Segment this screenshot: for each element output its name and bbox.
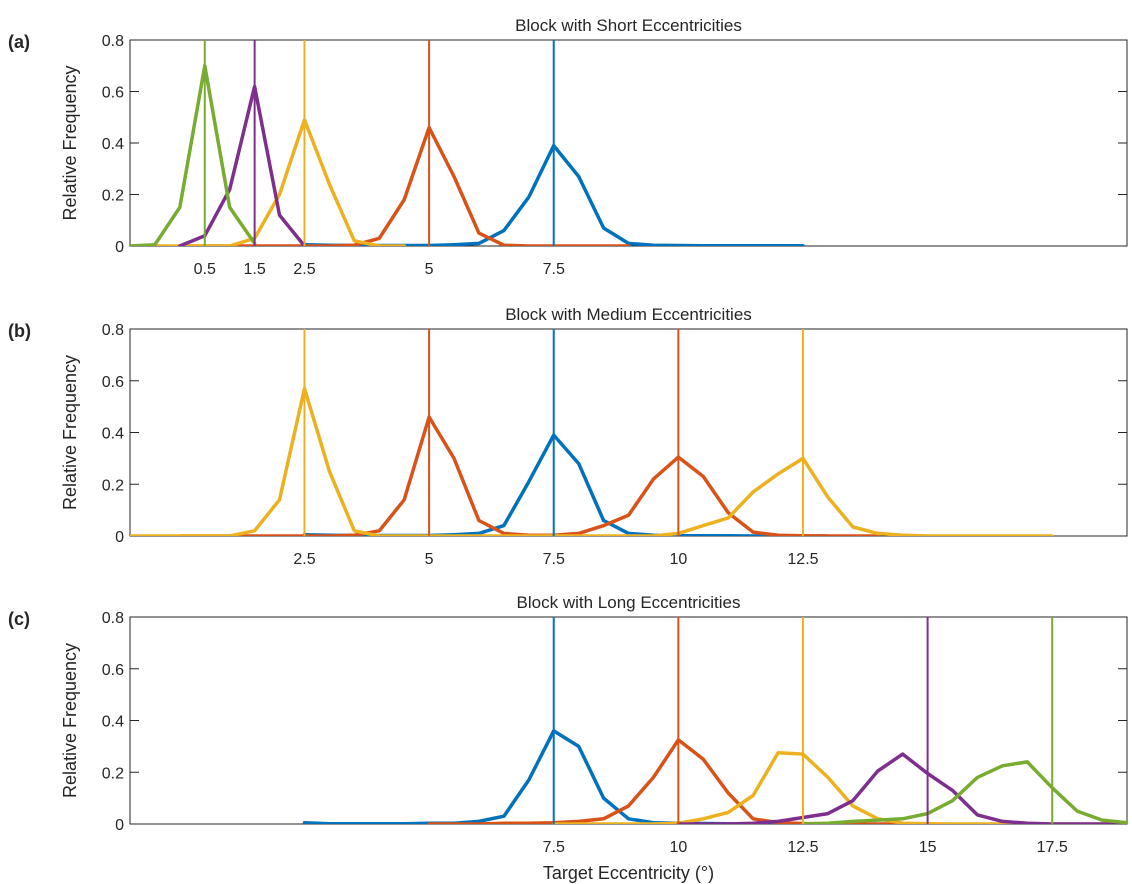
y-tick-label: 0.4 [102,136,124,153]
chart-title: Block with Long Eccentricities [517,593,741,612]
x-tick-label: 7.5 [543,261,565,278]
y-axis-label: Relative Frequency [60,355,80,510]
series-line [130,118,406,246]
x-tick-label: 7.5 [543,839,565,856]
series-line [676,752,1127,824]
x-tick-label: 10 [669,839,687,856]
series-group [130,40,805,246]
y-tick-label: 0.2 [102,765,124,782]
chart-title: Block with Short Eccentricities [515,16,742,35]
series-line [178,125,631,246]
x-tick-label: 5 [425,551,434,568]
y-tick-label: 0.8 [102,33,124,50]
y-tick-label: 0.8 [102,610,124,627]
y-tick-label: 0.4 [102,426,124,443]
x-tick-label: 10 [669,551,687,568]
y-tick-label: 0 [115,239,124,256]
y-axis-label: Relative Frequency [60,643,80,798]
series-line [178,84,307,246]
y-tick-label: 0 [115,817,124,834]
y-tick-label: 0.2 [102,477,124,494]
y-tick-label: 0.4 [102,714,124,731]
y-tick-label: 0.8 [102,322,124,339]
x-tick-label: 17.5 [1037,839,1068,856]
series-line [551,751,1127,824]
x-tick-label: 5 [425,261,434,278]
panel-2: Block with Medium Eccentricities (b) Relat… [8,305,1128,568]
x-tick-label: 1.5 [244,261,266,278]
y-tick-label: 0.2 [102,188,124,205]
y-tick-label: 0.6 [102,85,124,102]
axes-frame [129,328,1128,537]
panel-3: Block with Long Eccentricities (c) Relativ… [8,593,1128,883]
axes-frame [129,616,1128,825]
series-group [130,329,1054,536]
chart-title: Block with Medium Eccentricities [505,305,752,324]
series-line [130,64,257,246]
panel-label: (b) [8,321,31,341]
x-axis-label: Target Eccentricity (°) [543,863,714,883]
panel-label: (a) [8,32,30,52]
x-tick-label: 0.5 [194,261,216,278]
series-line [302,433,830,536]
panel-1: Block with Short Eccentricities (a) Relati… [8,16,1128,278]
x-tick-label: 2.5 [293,261,315,278]
x-tick-label: 7.5 [543,551,565,568]
panel-label: (c) [8,609,30,629]
x-tick-label: 2.5 [293,551,315,568]
series-line [801,760,1127,824]
x-tick-label: 15 [919,839,937,856]
x-tick-label: 12.5 [787,839,818,856]
series-line [130,386,1054,536]
series-group [302,617,1127,824]
x-tick-label: 12.5 [787,551,818,568]
y-tick-label: 0 [115,529,124,546]
y-tick-label: 0.6 [102,662,124,679]
y-tick-label: 0.6 [102,374,124,391]
y-axis-label: Relative Frequency [60,65,80,220]
